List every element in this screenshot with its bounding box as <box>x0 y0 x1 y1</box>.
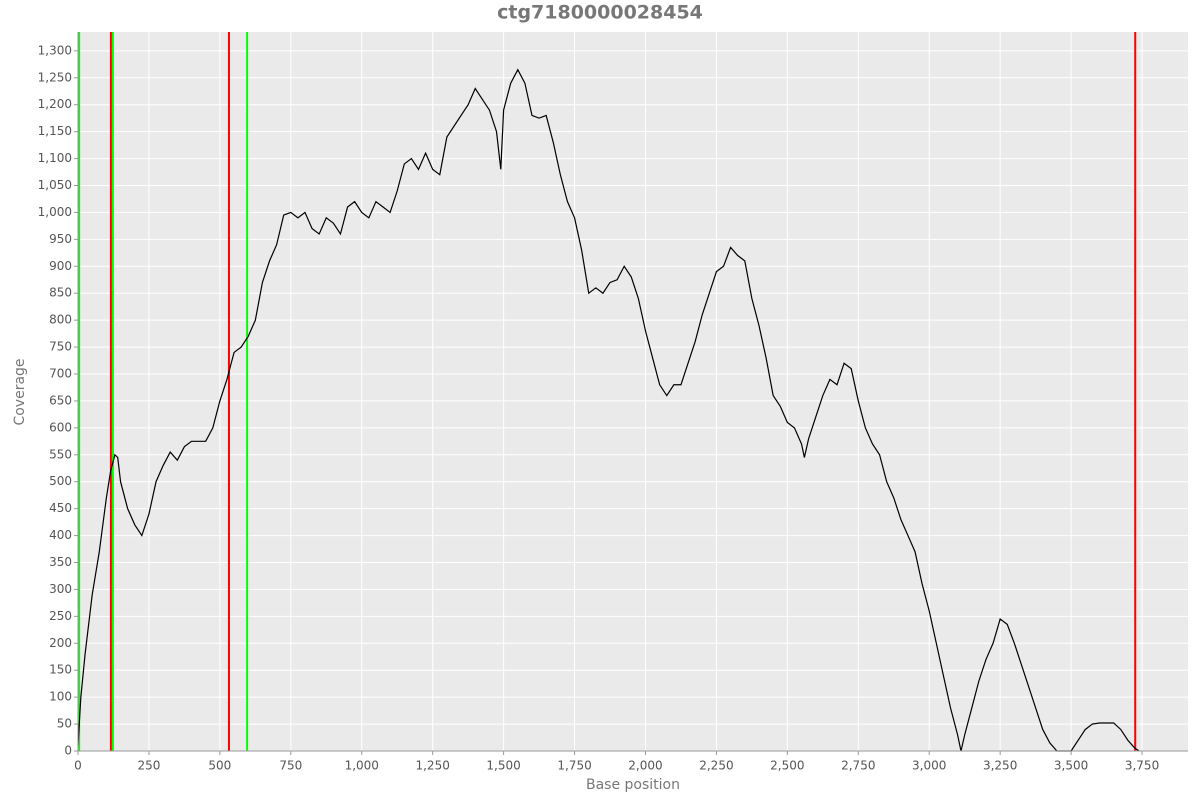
x-tick-label: 1,750 <box>557 759 591 773</box>
x-tick-label: 2,750 <box>841 759 875 773</box>
chart-title: ctg7180000028454 <box>497 2 703 24</box>
y-tick-label: 400 <box>49 528 72 542</box>
x-tick-label: 0 <box>74 759 82 773</box>
y-tick-label: 0 <box>64 744 72 758</box>
x-tick-label: 3,250 <box>983 759 1017 773</box>
x-tick-label: 1,250 <box>415 759 449 773</box>
x-tick-label: 3,750 <box>1125 759 1159 773</box>
y-tick-label: 1,150 <box>38 124 72 138</box>
x-tick-label: 2,250 <box>699 759 733 773</box>
y-tick-label: 1,050 <box>38 178 72 192</box>
y-tick-label: 550 <box>49 447 72 461</box>
y-tick-label: 1,250 <box>38 70 72 84</box>
y-tick-label: 50 <box>57 717 72 731</box>
y-tick-label: 1,000 <box>38 205 72 219</box>
x-axis-label: Base position <box>586 777 680 793</box>
y-tick-label: 900 <box>49 259 72 273</box>
y-tick-label: 650 <box>49 393 72 407</box>
y-tick-label: 750 <box>49 340 72 354</box>
x-tick-label: 3,500 <box>1054 759 1088 773</box>
x-tick-label: 2,000 <box>628 759 662 773</box>
y-tick-label: 200 <box>49 636 72 650</box>
coverage-line <box>77 68 1140 752</box>
y-tick-label: 300 <box>49 582 72 596</box>
y-tick-label: 150 <box>49 663 72 677</box>
y-tick-label: 700 <box>49 366 72 380</box>
x-tick-label: 750 <box>279 759 302 773</box>
x-tick-label: 1,500 <box>486 759 520 773</box>
x-tick-label: 2,500 <box>770 759 804 773</box>
y-tick-label: 1,100 <box>38 151 72 165</box>
y-tick-label: 350 <box>49 555 72 569</box>
x-tick-label: 1,000 <box>345 759 379 773</box>
y-tick-label: 850 <box>49 286 72 300</box>
y-tick-label: 1,200 <box>38 97 72 111</box>
y-tick-label: 1,300 <box>38 43 72 57</box>
y-tick-label: 950 <box>49 232 72 246</box>
y-tick-label: 500 <box>49 474 72 488</box>
y-tick-label: 100 <box>49 690 72 704</box>
y-tick-label: 450 <box>49 501 72 515</box>
y-tick-label: 600 <box>49 420 72 434</box>
y-tick-label: 250 <box>49 609 72 623</box>
x-tick-label: 3,000 <box>912 759 946 773</box>
y-axis-label: Coverage <box>12 358 28 425</box>
plot-area <box>78 32 1188 751</box>
x-tick-label: 500 <box>208 759 231 773</box>
x-tick-label: 250 <box>137 759 160 773</box>
y-tick-label: 800 <box>49 313 72 327</box>
